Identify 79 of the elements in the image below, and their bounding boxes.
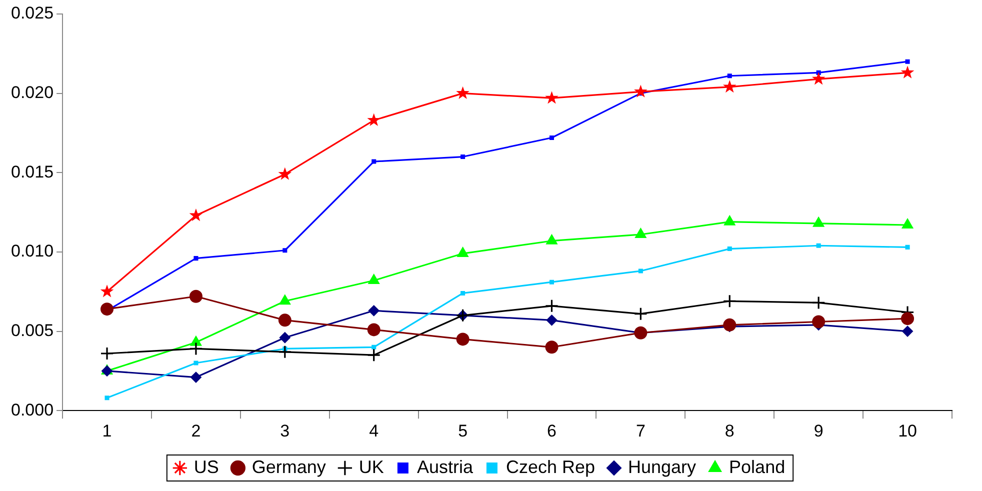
point <box>367 348 381 362</box>
point <box>457 247 468 258</box>
point <box>368 305 380 316</box>
legend-label: Czech Rep <box>506 456 596 477</box>
point <box>546 314 558 326</box>
point <box>905 59 910 64</box>
x-tick-label: 3 <box>280 421 290 440</box>
x-tick-label: 4 <box>369 421 379 440</box>
point <box>546 234 558 244</box>
point <box>278 314 292 327</box>
point <box>727 246 732 252</box>
x-tick-label: 5 <box>458 421 468 440</box>
point <box>545 91 558 104</box>
point <box>367 113 381 126</box>
point <box>723 318 736 332</box>
point <box>812 296 826 310</box>
point <box>460 290 466 296</box>
point <box>634 84 648 98</box>
y-tick-label: 0.025 <box>10 4 54 23</box>
legend-label: Poland <box>729 456 786 477</box>
point <box>278 345 292 359</box>
point <box>372 344 376 350</box>
point <box>189 290 202 303</box>
point <box>278 167 292 180</box>
legend-label: UK <box>358 456 384 477</box>
point <box>816 243 821 248</box>
point <box>549 280 554 284</box>
point <box>722 80 736 93</box>
x-tick-label: 6 <box>547 421 556 440</box>
point <box>367 323 380 336</box>
point <box>812 216 824 227</box>
legend-label: Hungary <box>628 456 696 477</box>
y-tick-label: 0.015 <box>10 162 54 182</box>
point <box>724 215 736 226</box>
point <box>100 284 114 298</box>
y-tick-label: 0.000 <box>10 400 54 420</box>
x-tick-label: 2 <box>191 421 201 440</box>
point <box>104 396 110 400</box>
legend-label: Germany <box>252 456 326 477</box>
point <box>901 312 914 326</box>
point <box>372 159 376 164</box>
point <box>456 86 470 99</box>
point <box>727 74 732 78</box>
point <box>900 66 914 78</box>
point <box>456 332 470 346</box>
x-tick-label: 8 <box>724 421 734 440</box>
point <box>189 342 203 356</box>
point <box>194 256 198 261</box>
legend-label: US <box>194 456 219 477</box>
point <box>638 268 643 274</box>
point <box>100 346 114 360</box>
point <box>190 372 202 383</box>
point <box>545 340 558 354</box>
point <box>544 299 559 313</box>
x-tick-label: 7 <box>636 421 646 440</box>
point <box>722 294 736 308</box>
y-tick-label: 0.010 <box>10 242 54 261</box>
point <box>902 218 914 228</box>
x-tick-label: 9 <box>814 421 824 440</box>
legend-label: Austria <box>416 456 474 477</box>
point <box>100 302 114 316</box>
point <box>282 248 288 253</box>
point <box>194 360 198 366</box>
y-tick-label: 0.020 <box>10 83 54 102</box>
point <box>460 154 466 160</box>
x-tick-label: 10 <box>898 421 917 440</box>
point <box>279 332 290 344</box>
x-tick-label: 1 <box>102 421 112 440</box>
point <box>812 72 826 85</box>
y-tick-label: 0.005 <box>10 320 54 340</box>
point <box>905 244 910 250</box>
point <box>812 315 826 328</box>
point <box>279 294 291 305</box>
point <box>189 208 203 222</box>
point <box>368 274 380 284</box>
point <box>549 135 554 140</box>
point <box>634 228 646 238</box>
point <box>634 307 648 321</box>
point <box>902 326 914 337</box>
